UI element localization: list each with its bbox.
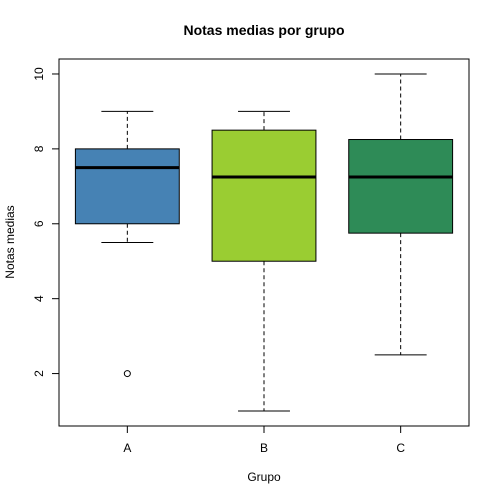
box-group-a	[74, 110, 180, 378]
y-tick-label: 2	[32, 370, 46, 377]
y-tick-label: 6	[32, 220, 46, 227]
y-tick-label: 4	[32, 295, 46, 302]
y-tick-label: 8	[32, 145, 46, 152]
box	[74, 148, 180, 225]
box	[348, 139, 454, 234]
x-tick-label: A	[123, 441, 131, 455]
chart-title: Notas medias por grupo	[183, 22, 344, 38]
x-tick-label: C	[396, 441, 405, 455]
box	[211, 129, 317, 262]
x-tick-label: B	[260, 441, 268, 455]
y-axis-label: Notas medias	[3, 205, 17, 278]
box-group-c	[348, 73, 454, 356]
y-tick-label: 10	[32, 67, 46, 81]
y-axis: 2 4 6 8 10	[32, 67, 60, 377]
outlier-point	[123, 370, 131, 378]
x-axis-label: Grupo	[247, 470, 281, 484]
x-axis: A B C	[123, 425, 405, 455]
boxes	[74, 73, 454, 412]
box-group-b	[211, 110, 317, 412]
